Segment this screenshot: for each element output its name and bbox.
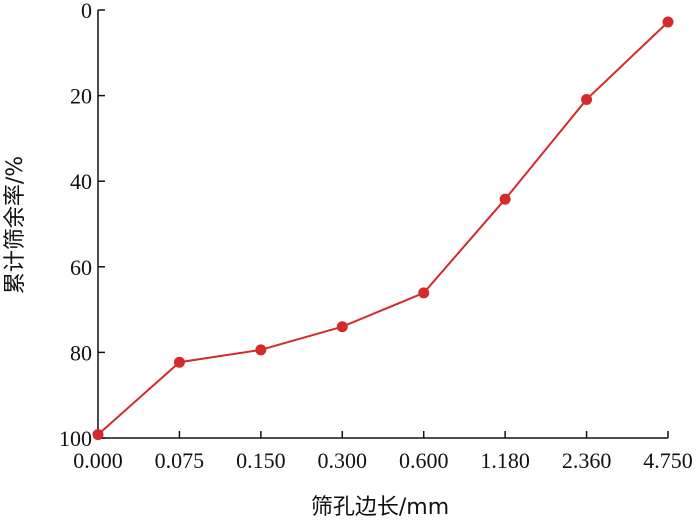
series-line (97, 21, 669, 436)
data-point (499, 193, 511, 205)
y-tick-label: 60 (70, 255, 92, 280)
x-tick-label: 4.750 (643, 448, 693, 473)
x-tick-label: 0.300 (318, 448, 368, 473)
y-axis-ticks: 0 20 40 60 80 100 (59, 0, 105, 451)
data-point (418, 287, 430, 299)
chart-axes (97, 10, 668, 439)
data-point (581, 93, 593, 105)
y-axis-title: 累计筛余率/% (3, 156, 28, 294)
data-point (255, 344, 267, 356)
data-point (336, 321, 348, 333)
x-tick-label: 1.180 (480, 448, 530, 473)
x-tick-label: 0.150 (236, 448, 286, 473)
x-tick-label: 0.075 (155, 448, 205, 473)
y-tick-label: 100 (59, 426, 92, 451)
data-point (662, 16, 674, 28)
x-tick-label: 0.600 (399, 448, 449, 473)
y-tick-label: 0 (81, 0, 92, 23)
x-axis-ticks: 0.000 0.075 0.150 0.300 0.600 1.180 2.360 4.750 (73, 431, 693, 473)
y-tick-label: 40 (70, 169, 92, 194)
data-point (173, 356, 185, 368)
x-axis-title: 筛孔边长/mm (311, 495, 449, 520)
x-tick-label: 2.360 (562, 448, 612, 473)
y-tick-label: 80 (70, 340, 92, 365)
y-tick-label: 20 (70, 84, 92, 109)
series-layer (92, 16, 674, 441)
x-tick-label: 0.000 (73, 448, 123, 473)
data-point (92, 429, 104, 441)
